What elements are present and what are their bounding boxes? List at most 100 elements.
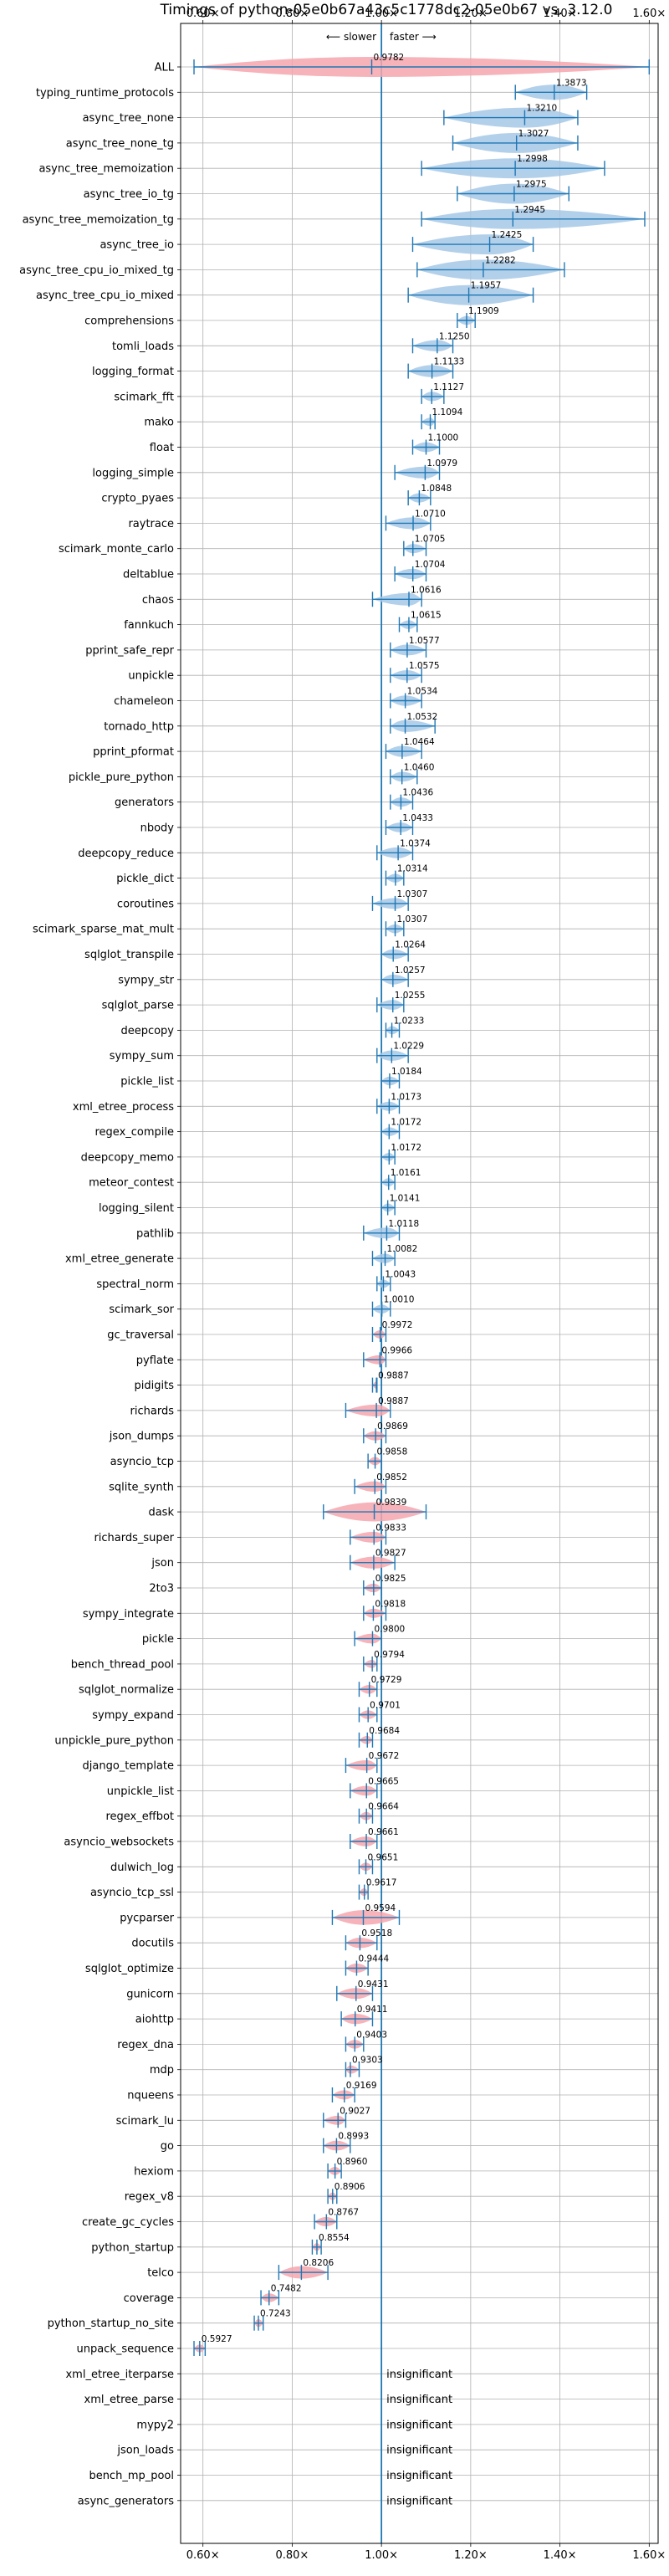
category-label: raytrace bbox=[128, 518, 174, 530]
x-tick-label-bottom: 0.60× bbox=[186, 2549, 220, 2562]
value-label: 1.2998 bbox=[517, 154, 548, 164]
category-label: asyncio_websockets bbox=[64, 1836, 174, 1849]
value-label: 1.2282 bbox=[485, 255, 516, 265]
value-label: 0.9827 bbox=[375, 1549, 406, 1559]
category-label: logging_silent bbox=[99, 1202, 174, 1215]
chart-title: Timings of python-05e0b67a43c5c1778dc2-0… bbox=[160, 2, 613, 18]
category-label: typing_runtime_protocols bbox=[36, 87, 174, 100]
value-label: 0.9651 bbox=[368, 1852, 399, 1862]
category-label: hexiom bbox=[134, 2165, 174, 2178]
value-label: 1.0118 bbox=[388, 1219, 419, 1229]
insignificant-label: insignificant bbox=[386, 2419, 452, 2431]
category-label: regex_dna bbox=[117, 2039, 174, 2051]
category-label: docutils bbox=[131, 1938, 174, 1950]
value-label: 0.9818 bbox=[375, 1599, 406, 1609]
value-label: 1.0314 bbox=[397, 864, 428, 874]
value-label: 0.8206 bbox=[303, 2258, 334, 2268]
category-label: scimark_sor bbox=[109, 1303, 174, 1316]
value-label: 1.1957 bbox=[471, 281, 502, 291]
value-label: 1.0534 bbox=[407, 687, 438, 697]
category-label: xml_etree_parse bbox=[84, 2394, 174, 2406]
value-label: 1.0460 bbox=[404, 762, 435, 772]
category-label: async_tree_memoization_tg bbox=[23, 213, 174, 226]
category-label: tornado_http bbox=[104, 720, 174, 733]
category-label: async_tree_io bbox=[100, 239, 174, 252]
category-label: pyflate bbox=[136, 1355, 174, 1367]
value-label: 1.0010 bbox=[384, 1295, 415, 1305]
category-label: xml_etree_generate bbox=[65, 1253, 174, 1266]
value-label: 0.8767 bbox=[328, 2208, 359, 2218]
value-label: 1.0257 bbox=[395, 965, 426, 976]
value-label: 0.9972 bbox=[382, 1320, 413, 1330]
axis-layer: 0.60× 0.60× 0.80× 0.80× 1.00× 1.00× 1.20× 1.20×… bbox=[177, 8, 666, 2562]
category-label: scimark_fft bbox=[114, 391, 174, 403]
category-label: python_startup_no_site bbox=[48, 2317, 174, 2330]
category-label: unpack_sequence bbox=[76, 2343, 174, 2356]
category-label: unpickle_list bbox=[107, 1785, 174, 1798]
value-label: 0.8906 bbox=[334, 2182, 365, 2192]
category-label: gc_traversal bbox=[107, 1329, 174, 1342]
category-label: sqlglot_optimize bbox=[85, 1963, 174, 1975]
category-label: json_loads bbox=[116, 2445, 174, 2457]
category-label: deepcopy bbox=[120, 1025, 174, 1037]
category-label: sympy_str bbox=[118, 974, 174, 986]
category-label: pycparser bbox=[120, 1912, 174, 1924]
value-label: 0.9303 bbox=[352, 2056, 383, 2066]
category-label: go bbox=[161, 2140, 174, 2153]
category-label: async_tree_memoization bbox=[38, 163, 174, 176]
value-label: 0.9794 bbox=[374, 1650, 405, 1660]
category-label: gunicorn bbox=[126, 1988, 174, 2000]
value-label: 0.8993 bbox=[338, 2132, 369, 2142]
value-label: 0.9782 bbox=[374, 53, 405, 63]
category-label: logging_simple bbox=[92, 467, 174, 479]
category-label: coverage bbox=[124, 2292, 174, 2305]
category-label: 2to3 bbox=[149, 1583, 174, 1595]
category-label: deltablue bbox=[123, 569, 174, 581]
value-label: 0.9825 bbox=[375, 1574, 406, 1584]
value-label: 1.0184 bbox=[391, 1067, 422, 1077]
category-label: deepcopy_memo bbox=[81, 1151, 174, 1164]
x-tick-label-top: 0.60× bbox=[186, 8, 220, 20]
value-label: 0.9887 bbox=[378, 1371, 409, 1381]
category-label: scimark_lu bbox=[116, 2115, 174, 2128]
value-label: 0.9858 bbox=[377, 1447, 408, 1457]
value-label: 0.9169 bbox=[346, 2081, 377, 2091]
value-label: 1.0436 bbox=[402, 788, 433, 798]
insignificant-label: insignificant bbox=[386, 2369, 452, 2381]
category-label: pprint_safe_repr bbox=[85, 644, 174, 657]
category-label: sqlglot_parse bbox=[102, 1000, 174, 1012]
category-label: chameleon bbox=[114, 695, 174, 708]
value-label: 0.9684 bbox=[369, 1726, 400, 1736]
category-label: asyncio_tcp bbox=[110, 1456, 174, 1468]
value-label: 0.9403 bbox=[356, 2030, 387, 2040]
value-label-layer: 0.9782 1.3873 1.3210 1.3027 1.2998 1.2975 1.29… bbox=[202, 53, 587, 2507]
value-label: 1.1250 bbox=[439, 331, 470, 341]
value-label: 1.0307 bbox=[397, 889, 428, 899]
value-label: 1.0575 bbox=[409, 661, 440, 671]
value-label: 0.9518 bbox=[361, 1928, 392, 1938]
value-label: 0.9729 bbox=[371, 1675, 402, 1685]
category-label: sympy_expand bbox=[92, 1709, 174, 1722]
value-label: 1.2945 bbox=[514, 205, 545, 215]
value-label: 1.0374 bbox=[400, 838, 431, 848]
insignificant-label: insignificant bbox=[386, 2394, 452, 2406]
x-tick-label-top: 0.80× bbox=[275, 8, 309, 20]
x-tick-label-bottom: 1.20× bbox=[454, 2549, 488, 2562]
category-label-layer: ALL typing_runtime_protocols async_tree_no… bbox=[19, 62, 175, 2508]
category-label: sympy_integrate bbox=[83, 1608, 174, 1621]
value-label: 1.0233 bbox=[394, 1016, 425, 1026]
value-label: 0.9661 bbox=[368, 1827, 399, 1837]
category-label: asyncio_tcp_ssl bbox=[90, 1887, 174, 1899]
insignificant-label: insignificant bbox=[386, 2495, 452, 2507]
category-label: coroutines bbox=[117, 898, 174, 910]
violin-layer bbox=[193, 57, 651, 2356]
value-label: 0.9594 bbox=[365, 1903, 396, 1913]
value-label: 1.0979 bbox=[426, 458, 457, 469]
category-label: pickle_pure_python bbox=[69, 771, 174, 784]
category-label: scimark_monte_carlo bbox=[59, 543, 174, 556]
category-label: pickle_dict bbox=[116, 873, 174, 885]
category-label: pickle_list bbox=[120, 1076, 174, 1088]
value-label: 1.0615 bbox=[411, 611, 442, 621]
category-label: logging_format bbox=[92, 366, 174, 378]
